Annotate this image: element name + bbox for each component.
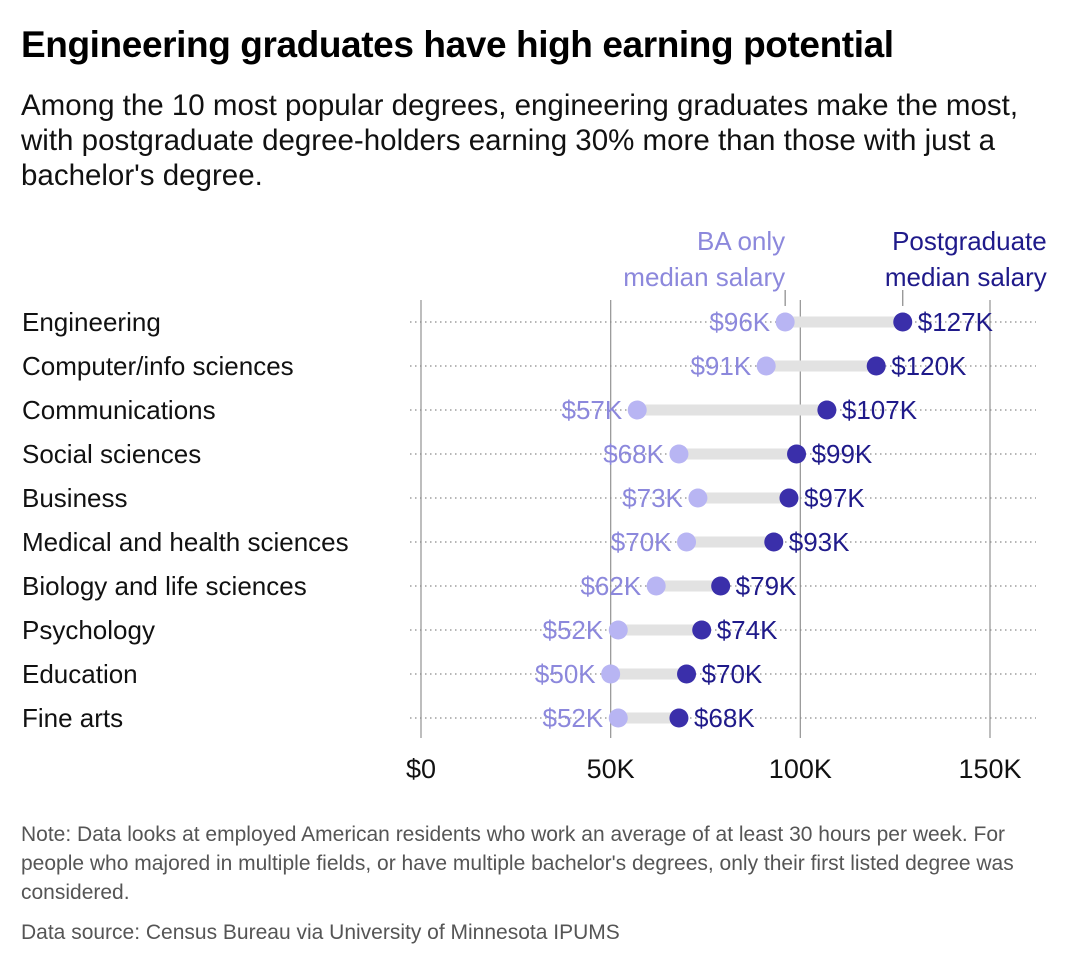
ba-point: [608, 708, 628, 728]
ba-point: [775, 312, 795, 332]
postgrad-point: [893, 312, 913, 332]
x-tick-label: 100K: [769, 754, 832, 784]
category-label: Business: [22, 483, 128, 513]
chart-note: Note: Data looks at employed American re…: [21, 823, 1014, 904]
ba-point: [627, 400, 647, 420]
ba-value-label: $96K: [709, 307, 770, 337]
ba-value-label: $52K: [543, 615, 604, 645]
data-source: Data source: Census Bureau via Universit…: [21, 921, 620, 944]
ba-value-label: $73K: [622, 483, 683, 513]
postgrad-value-label: $79K: [736, 571, 797, 601]
postgrad-value-label: $107K: [842, 395, 918, 425]
postgrad-point: [669, 708, 689, 728]
category-label: Computer/info sciences: [22, 351, 294, 381]
ba-point: [608, 620, 628, 640]
legend-ba-label: median salary: [623, 262, 785, 292]
ba-point: [646, 576, 666, 596]
ba-point: [669, 444, 689, 464]
ba-point: [601, 664, 621, 684]
postgrad-point: [779, 488, 799, 508]
postgrad-point: [677, 664, 697, 684]
postgrad-value-label: $70K: [702, 659, 763, 689]
legend-ba-label: BA only: [697, 226, 785, 256]
ba-value-label: $52K: [543, 703, 604, 733]
category-label: Education: [22, 659, 138, 689]
postgrad-value-label: $97K: [804, 483, 865, 513]
x-tick-label: 150K: [958, 754, 1021, 784]
ba-value-label: $62K: [580, 571, 641, 601]
ba-value-label: $57K: [561, 395, 622, 425]
chart-subtitle: Among the 10 most popular degrees, engin…: [21, 89, 1019, 192]
ba-value-label: $91K: [690, 351, 751, 381]
postgrad-point: [711, 576, 731, 596]
dumbbell-chart: $0 50K 100K 150K Engineering $96K $127K Compute…: [22, 226, 1047, 784]
category-label: Engineering: [22, 307, 161, 337]
ba-value-label: $70K: [611, 527, 672, 557]
category-label: Psychology: [22, 615, 155, 645]
category-label: Fine arts: [22, 703, 123, 733]
ba-point: [756, 356, 776, 376]
postgrad-point: [787, 444, 807, 464]
chart-title: Engineering graduates have high earning …: [21, 24, 894, 65]
postgrad-point: [692, 620, 712, 640]
ba-value-label: $68K: [603, 439, 664, 469]
category-label: Medical and health sciences: [22, 527, 349, 557]
ba-value-label: $50K: [535, 659, 596, 689]
postgrad-value-label: $93K: [789, 527, 850, 557]
legend-postgrad-label: Postgraduate: [892, 226, 1047, 256]
category-label: Social sciences: [22, 439, 201, 469]
postgrad-point: [764, 532, 784, 552]
legend-postgrad-label: median salary: [885, 262, 1047, 292]
ba-point: [677, 532, 697, 552]
postgrad-value-label: $68K: [694, 703, 755, 733]
postgrad-point: [866, 356, 886, 376]
category-label: Communications: [22, 395, 216, 425]
postgrad-value-label: $120K: [891, 351, 967, 381]
postgrad-value-label: $99K: [812, 439, 873, 469]
ba-point: [688, 488, 708, 508]
postgrad-value-label: $127K: [918, 307, 994, 337]
category-label: Biology and life sciences: [22, 571, 307, 601]
x-tick-label: 50K: [587, 754, 635, 784]
postgrad-value-label: $74K: [717, 615, 778, 645]
postgrad-point: [817, 400, 837, 420]
x-tick-label: $0: [406, 754, 436, 784]
